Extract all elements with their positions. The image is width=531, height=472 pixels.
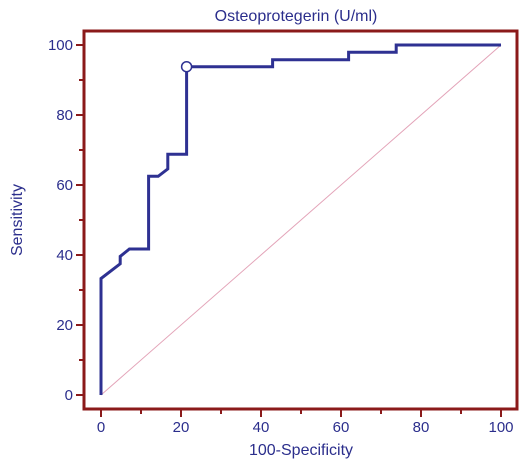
x-tick-label: 60 xyxy=(333,419,350,436)
reference-diagonal-line xyxy=(100,44,502,396)
optimal-cutoff-marker xyxy=(180,60,193,73)
y-tick-label: 20 xyxy=(56,317,73,334)
chart-title: Osteoprotegerin (U/ml) xyxy=(215,8,378,25)
y-tick-label: 80 xyxy=(56,107,73,124)
x-tick-label: 40 xyxy=(253,419,270,436)
x-tick-label: 0 xyxy=(97,419,105,436)
y-tick-label: 100 xyxy=(48,37,73,54)
y-tick-label: 0 xyxy=(65,387,73,404)
x-axis-label: 100-Specificity xyxy=(249,442,353,459)
y-tick-label: 60 xyxy=(56,177,73,194)
y-axis-label: Sensitivity xyxy=(9,184,26,256)
plot-frame xyxy=(82,29,519,411)
tick-layer: 0 20 40 60 80 100 0 20 40 60 80 100 xyxy=(48,37,514,436)
y-tick-label: 40 xyxy=(56,247,73,264)
x-tick-label: 100 xyxy=(488,419,513,436)
x-tick-label: 20 xyxy=(173,419,190,436)
x-tick-label: 80 xyxy=(413,419,430,436)
roc-curve xyxy=(99,43,501,395)
